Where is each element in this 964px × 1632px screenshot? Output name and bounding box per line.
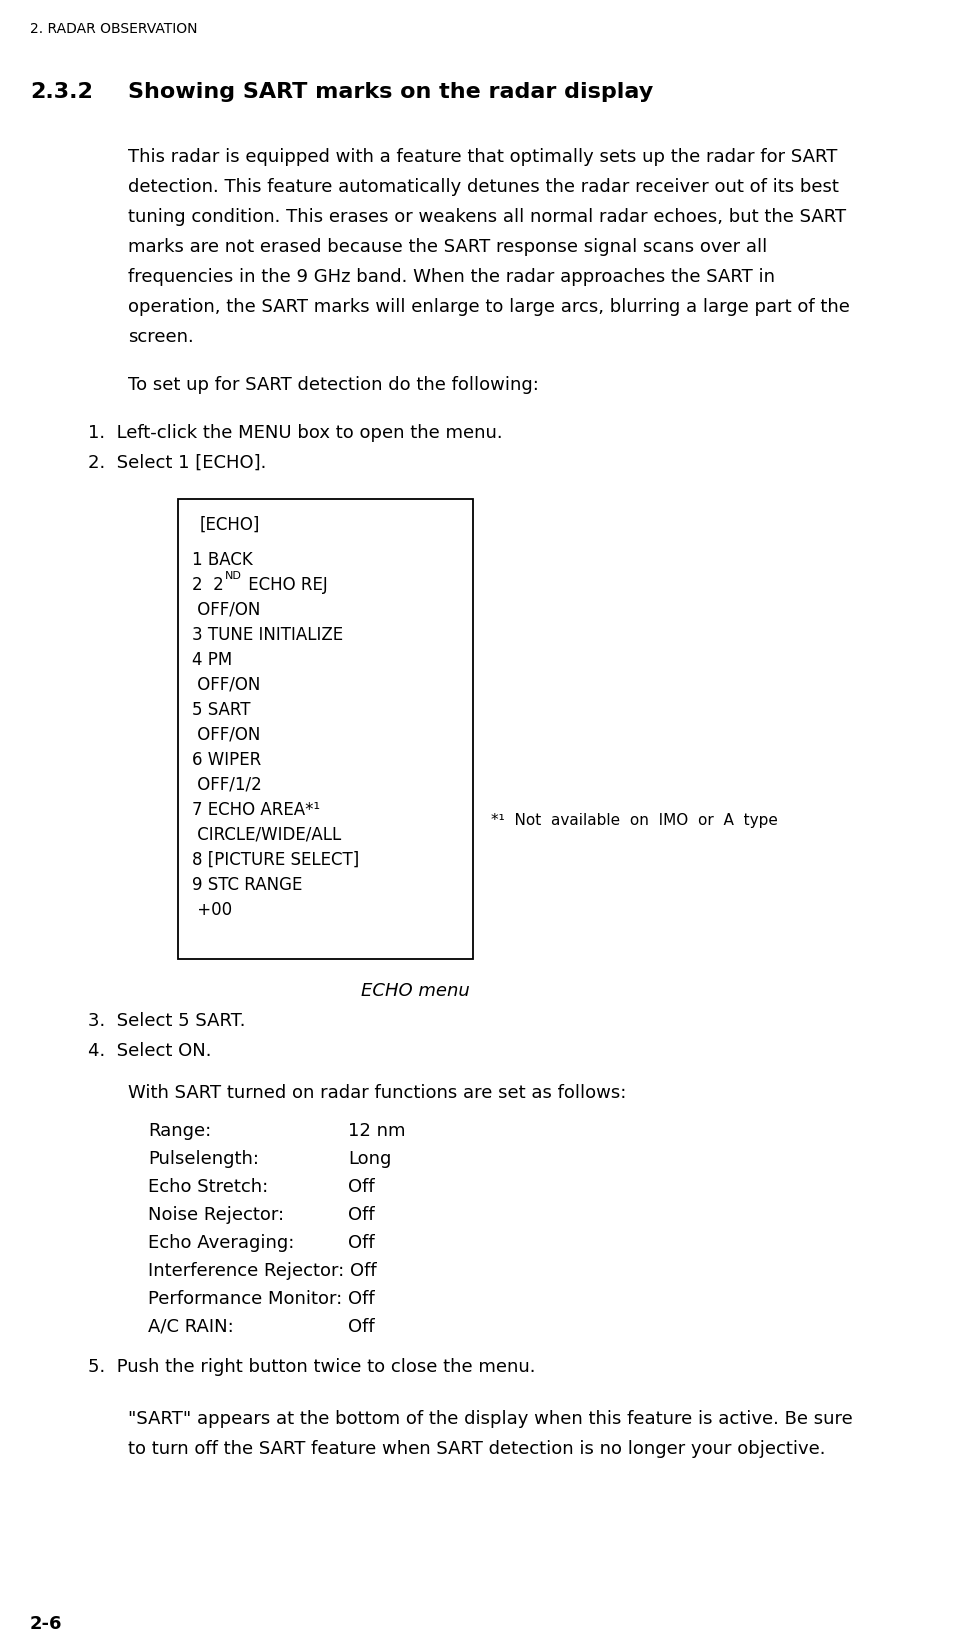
Text: marks are not erased because the SART response signal scans over all: marks are not erased because the SART re…	[128, 238, 767, 256]
Text: 2  2: 2 2	[192, 576, 224, 594]
Text: ND: ND	[225, 571, 242, 581]
Text: 1 BACK: 1 BACK	[192, 550, 253, 568]
Text: *¹  Not  available  on  IMO  or  A  type: *¹ Not available on IMO or A type	[491, 813, 778, 827]
Text: OFF/ON: OFF/ON	[192, 726, 260, 744]
Text: operation, the SART marks will enlarge to large arcs, blurring a large part of t: operation, the SART marks will enlarge t…	[128, 297, 850, 317]
Text: 3 TUNE INITIALIZE: 3 TUNE INITIALIZE	[192, 625, 343, 643]
Text: to turn off the SART feature when SART detection is no longer your objective.: to turn off the SART feature when SART d…	[128, 1439, 825, 1457]
Text: 8 [PICTURE SELECT]: 8 [PICTURE SELECT]	[192, 850, 360, 868]
Text: With SART turned on radar functions are set as follows:: With SART turned on radar functions are …	[128, 1084, 627, 1102]
Text: 4 PM: 4 PM	[192, 651, 232, 669]
Text: Off: Off	[348, 1177, 375, 1195]
Text: 2-6: 2-6	[30, 1614, 63, 1632]
Text: Performance Monitor: Off: Performance Monitor: Off	[148, 1289, 375, 1307]
Text: Off: Off	[348, 1206, 375, 1224]
Text: Noise Rejector:: Noise Rejector:	[148, 1206, 284, 1224]
Text: Range:: Range:	[148, 1121, 211, 1139]
Text: Echo Stretch:: Echo Stretch:	[148, 1177, 268, 1195]
Text: 1.  Left-click the MENU box to open the menu.: 1. Left-click the MENU box to open the m…	[88, 424, 502, 442]
Text: 7 ECHO AREA*¹: 7 ECHO AREA*¹	[192, 801, 320, 819]
Text: A/C RAIN:: A/C RAIN:	[148, 1317, 233, 1335]
Text: Pulselength:: Pulselength:	[148, 1149, 259, 1167]
Text: 4.  Select ON.: 4. Select ON.	[88, 1041, 211, 1059]
Text: Echo Averaging:: Echo Averaging:	[148, 1234, 294, 1252]
Text: [ECHO]: [ECHO]	[200, 516, 260, 534]
Text: Showing SART marks on the radar display: Showing SART marks on the radar display	[128, 82, 654, 101]
Text: 6 WIPER: 6 WIPER	[192, 751, 261, 769]
Text: Long: Long	[348, 1149, 391, 1167]
Text: Off: Off	[348, 1317, 375, 1335]
Text: 3.  Select 5 SART.: 3. Select 5 SART.	[88, 1012, 246, 1030]
Text: detection. This feature automatically detunes the radar receiver out of its best: detection. This feature automatically de…	[128, 178, 839, 196]
Text: tuning condition. This erases or weakens all normal radar echoes, but the SART: tuning condition. This erases or weakens…	[128, 207, 846, 225]
Text: ECHO REJ: ECHO REJ	[243, 576, 328, 594]
Text: OFF/ON: OFF/ON	[192, 601, 260, 619]
Text: 2. RADAR OBSERVATION: 2. RADAR OBSERVATION	[30, 21, 198, 36]
Text: This radar is equipped with a feature that optimally sets up the radar for SART: This radar is equipped with a feature th…	[128, 149, 838, 166]
Text: OFF/1/2: OFF/1/2	[192, 775, 262, 793]
Text: CIRCLE/WIDE/ALL: CIRCLE/WIDE/ALL	[192, 826, 341, 844]
Text: Interference Rejector: Off: Interference Rejector: Off	[148, 1262, 377, 1279]
Text: 5.  Push the right button twice to close the menu.: 5. Push the right button twice to close …	[88, 1358, 535, 1376]
Text: 5 SART: 5 SART	[192, 700, 251, 718]
Text: "SART" appears at the bottom of the display when this feature is active. Be sure: "SART" appears at the bottom of the disp…	[128, 1408, 853, 1426]
Text: ECHO menu: ECHO menu	[361, 981, 469, 999]
Text: OFF/ON: OFF/ON	[192, 676, 260, 694]
Text: +00: +00	[192, 901, 232, 919]
Text: 9 STC RANGE: 9 STC RANGE	[192, 875, 303, 893]
Bar	[178, 499, 473, 960]
Text: Off: Off	[348, 1234, 375, 1252]
Text: To set up for SART detection do the following:: To set up for SART detection do the foll…	[128, 375, 539, 393]
Text: 2.  Select 1 [ECHO].: 2. Select 1 [ECHO].	[88, 454, 266, 472]
Text: screen.: screen.	[128, 328, 194, 346]
Text: frequencies in the 9 GHz band. When the radar approaches the SART in: frequencies in the 9 GHz band. When the …	[128, 268, 775, 286]
Text: 12 nm: 12 nm	[348, 1121, 406, 1139]
Text: 2.3.2: 2.3.2	[30, 82, 93, 101]
